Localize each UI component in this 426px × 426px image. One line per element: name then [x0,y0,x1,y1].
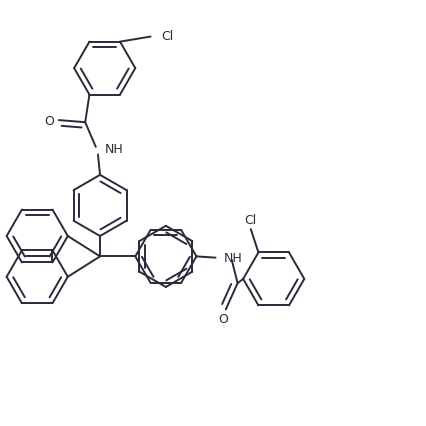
Text: NH: NH [224,251,243,264]
Text: Cl: Cl [245,214,257,227]
Text: Cl: Cl [161,30,173,43]
Text: O: O [219,313,229,325]
Text: NH: NH [105,143,124,156]
Text: O: O [45,114,55,127]
